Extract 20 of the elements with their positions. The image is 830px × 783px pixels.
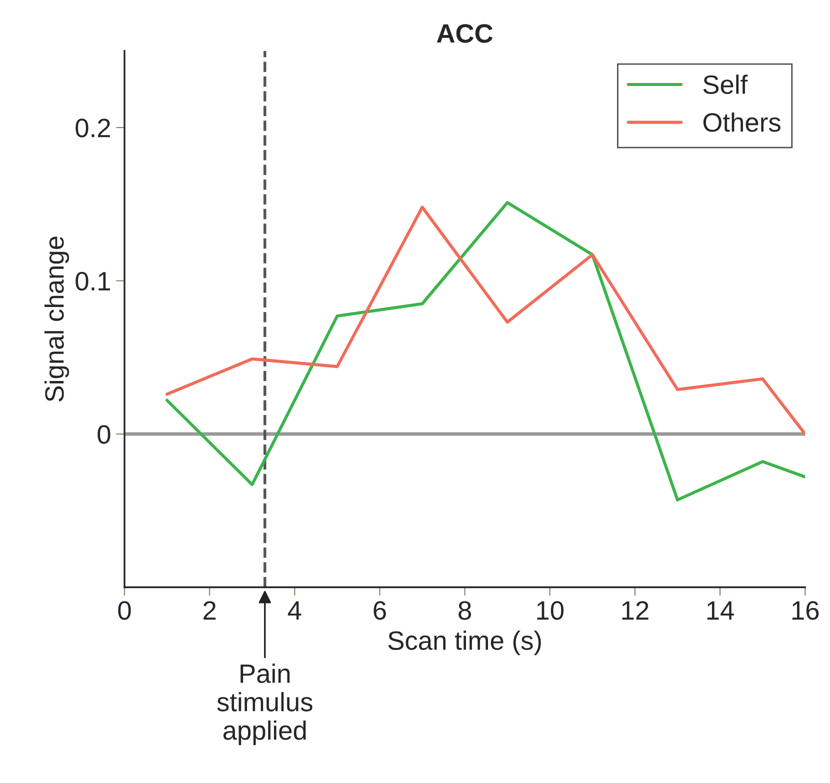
y-axis-title: Signal change: [44, 236, 70, 402]
x-tick-label: 8: [458, 601, 471, 620]
ref-line-label: Pain stimulus applied: [217, 664, 312, 746]
y-tick-label: 0: [98, 425, 110, 444]
legend-label: Self: [703, 74, 748, 94]
line-series: [166, 206, 806, 436]
x-axis-title: Scan time (s): [388, 630, 541, 656]
x-tick-label: 2: [204, 601, 216, 620]
legend-label: Others: [703, 112, 780, 132]
x-tick-label: 14: [707, 601, 734, 620]
x-tick-label: 16: [792, 601, 819, 620]
x-tick-label: 12: [622, 601, 648, 620]
y-tick-label: 0.1: [76, 272, 110, 291]
x-tick-label: 4: [288, 601, 302, 620]
x-tick-label: 0: [118, 601, 131, 620]
line-series: [166, 201, 806, 502]
x-tick-label: 6: [374, 601, 386, 620]
x-tick-label: 10: [537, 601, 564, 620]
chart-title: ACC: [436, 24, 493, 43]
y-tick-label: 0.2: [76, 118, 110, 138]
